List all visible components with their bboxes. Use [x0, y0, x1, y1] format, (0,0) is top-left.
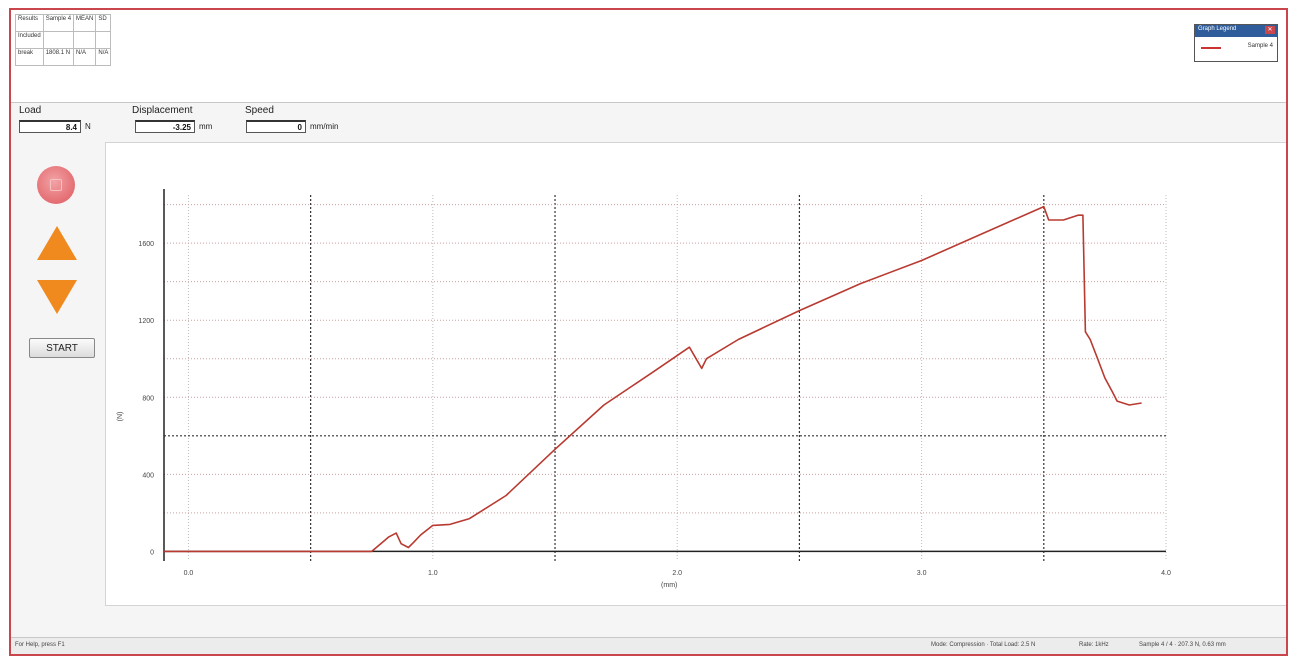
results-header-cell: MEAN [73, 14, 97, 32]
results-cell [42, 31, 75, 49]
results-cell: 1808.1 N [42, 48, 75, 66]
results-cell: Included [15, 31, 44, 49]
load-field: 8.4 [19, 120, 81, 133]
displacement-field: -3.25 [135, 120, 195, 133]
speed-field: 0 [246, 120, 306, 133]
start-button[interactable]: START [29, 338, 95, 358]
results-cell [73, 31, 97, 49]
load-label: Load [19, 105, 42, 116]
load-displacement-chart: 0.0 1.0 2.0 3.0 4.0 0 400 800 1200 1600 (mm) (N) [117, 189, 1171, 589]
y-tick-label: 400 [142, 472, 154, 479]
results-row: break 1808.1 N N/A N/A [15, 48, 112, 66]
move-down-button[interactable] [37, 280, 77, 314]
y-tick-label: 1200 [138, 318, 154, 325]
readout-bar: Load 8.4 N Displacement -3.25 mm Speed 0… [11, 103, 1286, 139]
x-tick-label: 0.0 [184, 570, 194, 577]
results-table: Results Sample 4 MEAN SD Included break … [15, 14, 112, 66]
y-tick-label: 1600 [138, 241, 154, 248]
series-line-sample-4 [164, 205, 1142, 553]
legend-title: Graph Legend [1198, 26, 1237, 32]
results-header-cell: Results [15, 14, 44, 32]
chart-pane: 0.0 1.0 2.0 3.0 4.0 0 400 800 1200 1600 (mm) (N) [105, 142, 1286, 606]
load-unit: N [85, 122, 91, 131]
app-window: Results Sample 4 MEAN SD Included break … [9, 8, 1288, 656]
results-header-cell: SD [95, 14, 112, 32]
stop-button[interactable] [37, 166, 75, 204]
displacement-unit: mm [199, 122, 213, 131]
control-panel: START [11, 140, 105, 610]
x-axis-label: (mm) [661, 582, 677, 589]
y-tick-label: 0 [150, 549, 154, 556]
x-tick-label: 4.0 [1161, 570, 1171, 577]
status-help: For Help, press F1 [15, 642, 65, 648]
results-cell: N/A [73, 48, 97, 66]
close-icon[interactable]: ✕ [1265, 26, 1275, 34]
y-tick-label: 800 [142, 395, 154, 402]
results-header-cell: Sample 4 [42, 14, 75, 32]
x-tick-label: 2.0 [672, 570, 682, 577]
y-axis-label: (N) [117, 412, 124, 422]
legend-entry: Sample 4 [1195, 37, 1277, 57]
results-header-row: Results Sample 4 MEAN SD [15, 14, 112, 32]
speed-unit: mm/min [310, 122, 339, 131]
speed-label: Speed [245, 105, 274, 116]
results-pane: Results Sample 4 MEAN SD Included break … [11, 10, 1286, 103]
status-mode: Mode: Compression · Total Load: 2.5 N [931, 642, 1036, 648]
results-cell [95, 31, 112, 49]
results-cell: break [15, 48, 44, 66]
results-row: Included [15, 31, 112, 49]
legend-swatch [1201, 47, 1221, 49]
legend-title-bar[interactable]: Graph Legend ✕ [1195, 25, 1277, 37]
status-sample: Sample 4 / 4 · 207.3 N, 0.63 mm [1139, 642, 1226, 648]
displacement-label: Displacement [132, 105, 193, 116]
x-tick-label: 3.0 [917, 570, 927, 577]
graph-legend[interactable]: Graph Legend ✕ Sample 4 [1194, 24, 1278, 62]
status-bar: For Help, press F1 Mode: Compression · T… [11, 637, 1286, 654]
move-up-button[interactable] [37, 226, 77, 260]
status-rate: Rate: 1kHz [1079, 642, 1109, 648]
x-tick-label: 1.0 [428, 570, 438, 577]
results-cell: N/A [95, 48, 112, 66]
legend-series-label: Sample 4 [1247, 43, 1273, 49]
